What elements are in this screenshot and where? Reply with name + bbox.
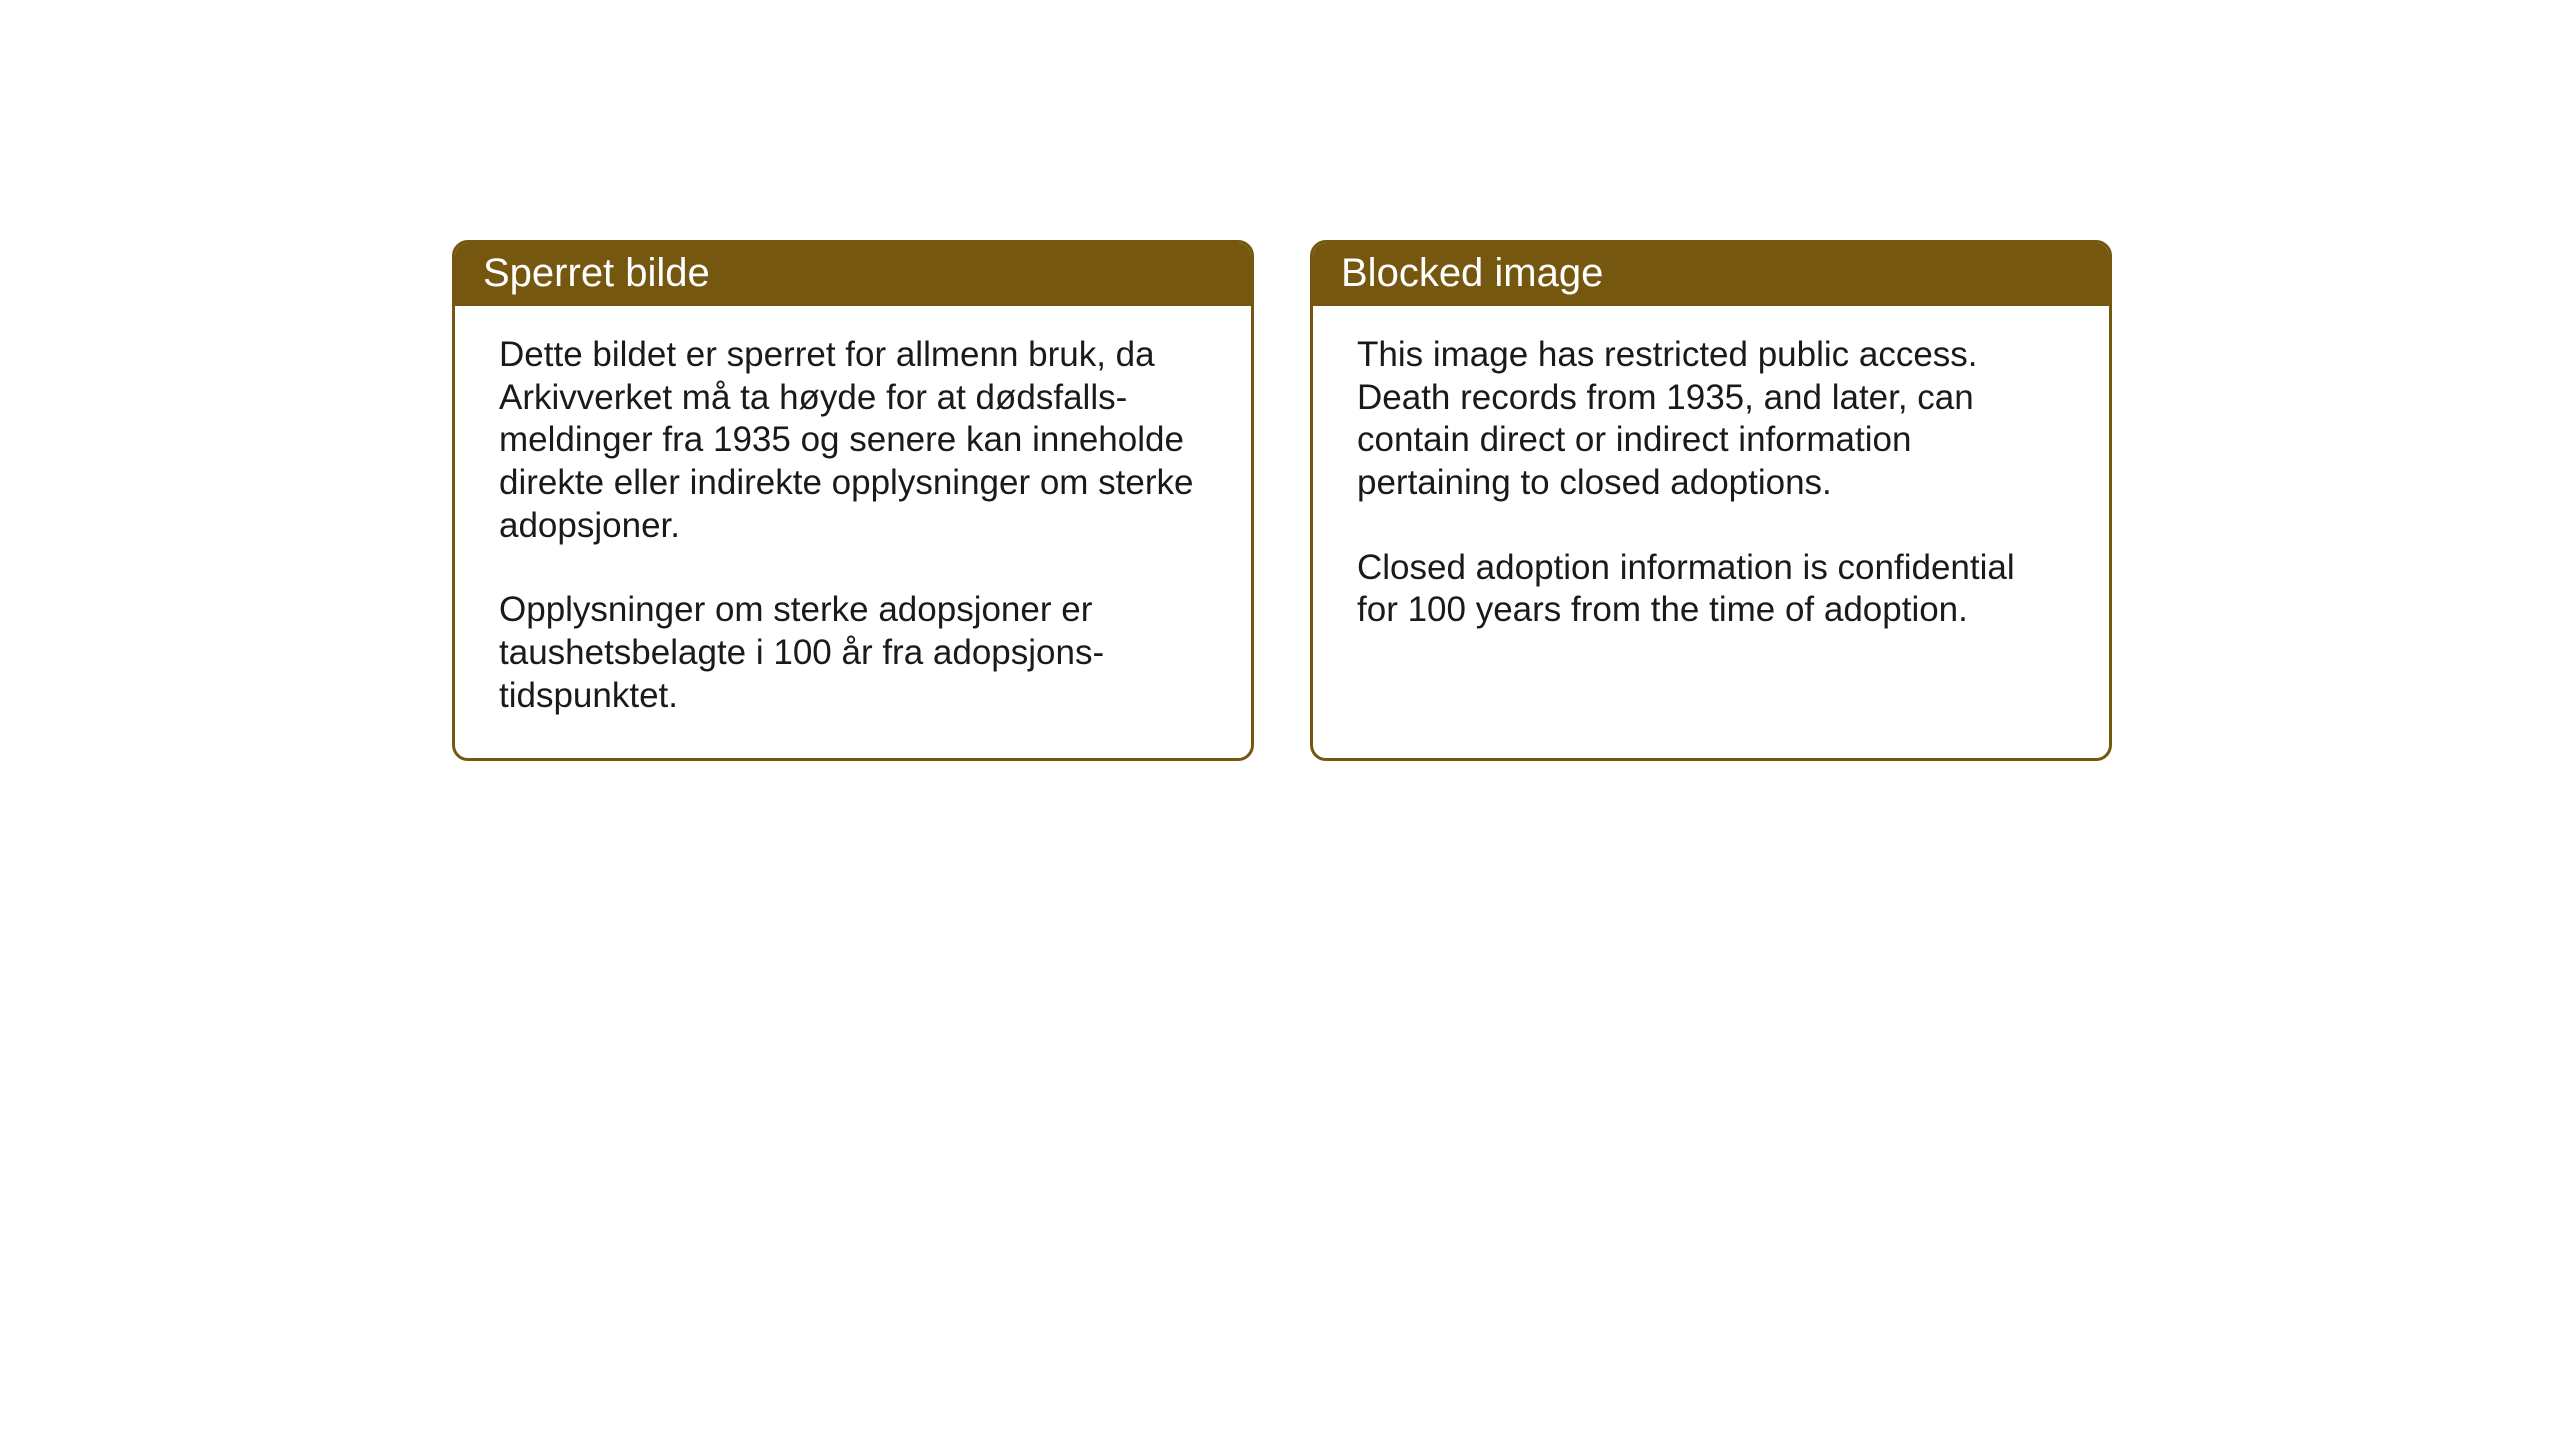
notice-cards-container: Sperret bilde Dette bildet er sperret fo… xyxy=(452,240,2112,761)
card-body-english: This image has restricted public access.… xyxy=(1313,306,2109,742)
notice-card-norwegian: Sperret bilde Dette bildet er sperret fo… xyxy=(452,240,1254,761)
card-paragraph: Closed adoption information is confident… xyxy=(1357,547,2065,632)
card-body-norwegian: Dette bildet er sperret for allmenn bruk… xyxy=(455,306,1251,758)
card-title-english: Blocked image xyxy=(1341,251,1603,295)
notice-card-english: Blocked image This image has restricted … xyxy=(1310,240,2112,761)
card-title-norwegian: Sperret bilde xyxy=(483,251,710,295)
card-header-english: Blocked image xyxy=(1313,243,2109,306)
card-paragraph: Dette bildet er sperret for allmenn bruk… xyxy=(499,334,1207,547)
card-header-norwegian: Sperret bilde xyxy=(455,243,1251,306)
card-paragraph: Opplysninger om sterke adopsjoner er tau… xyxy=(499,589,1207,717)
card-paragraph: This image has restricted public access.… xyxy=(1357,334,2065,505)
